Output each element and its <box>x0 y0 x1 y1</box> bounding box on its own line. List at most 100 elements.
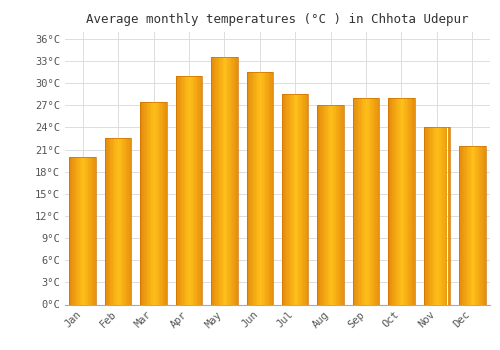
Bar <box>246 72 273 304</box>
Bar <box>146 102 147 304</box>
Bar <box>294 94 295 304</box>
Bar <box>266 72 268 304</box>
Bar <box>250 72 252 304</box>
Bar <box>445 127 446 304</box>
Bar <box>403 98 404 304</box>
Bar <box>290 94 291 304</box>
Bar <box>471 146 472 304</box>
Bar <box>366 98 368 304</box>
Bar <box>112 139 113 304</box>
Bar <box>470 146 471 304</box>
Bar <box>448 127 449 304</box>
Bar <box>74 157 76 304</box>
Bar <box>353 98 354 304</box>
Bar <box>265 72 266 304</box>
Bar <box>483 146 484 304</box>
Bar <box>334 105 336 304</box>
Bar <box>318 105 320 304</box>
Bar <box>302 94 303 304</box>
Bar <box>122 139 124 304</box>
Bar <box>428 127 429 304</box>
Bar <box>214 57 215 304</box>
Bar <box>260 72 261 304</box>
Bar <box>164 102 166 304</box>
Bar <box>180 76 181 304</box>
Bar <box>92 157 94 304</box>
Bar <box>388 98 414 304</box>
Bar <box>249 72 250 304</box>
Bar <box>82 157 84 304</box>
Bar <box>444 127 445 304</box>
Bar <box>364 98 366 304</box>
Bar <box>412 98 414 304</box>
Bar <box>394 98 395 304</box>
Bar <box>374 98 376 304</box>
Bar <box>459 146 485 304</box>
Bar <box>118 139 120 304</box>
Bar <box>288 94 290 304</box>
Bar <box>226 57 227 304</box>
Bar <box>86 157 88 304</box>
Bar <box>466 146 467 304</box>
Bar <box>264 72 265 304</box>
Bar <box>227 57 228 304</box>
Bar <box>298 94 299 304</box>
Bar <box>434 127 436 304</box>
Bar <box>464 146 466 304</box>
Bar <box>282 94 308 304</box>
Bar <box>376 98 378 304</box>
Bar <box>307 94 308 304</box>
Bar <box>144 102 146 304</box>
Bar <box>248 72 249 304</box>
Bar <box>411 98 412 304</box>
Bar <box>105 139 106 304</box>
Bar <box>212 57 214 304</box>
Bar <box>322 105 324 304</box>
Bar <box>441 127 442 304</box>
Bar <box>372 98 374 304</box>
Bar <box>200 76 201 304</box>
Bar <box>223 57 224 304</box>
Bar <box>256 72 257 304</box>
Bar <box>124 139 125 304</box>
Bar <box>176 76 177 304</box>
Bar <box>193 76 194 304</box>
Bar <box>188 76 189 304</box>
Bar <box>287 94 288 304</box>
Bar <box>140 102 167 304</box>
Bar <box>326 105 328 304</box>
Bar <box>108 139 109 304</box>
Bar <box>70 157 71 304</box>
Bar <box>184 76 185 304</box>
Bar <box>303 94 304 304</box>
Bar <box>342 105 344 304</box>
Bar <box>395 98 396 304</box>
Bar <box>84 157 86 304</box>
Bar <box>270 72 272 304</box>
Bar <box>143 102 144 304</box>
Bar <box>80 157 82 304</box>
Bar <box>109 139 110 304</box>
Bar <box>113 139 114 304</box>
Bar <box>258 72 260 304</box>
Bar <box>194 76 196 304</box>
Bar <box>318 105 344 304</box>
Bar <box>211 57 238 304</box>
Bar <box>185 76 186 304</box>
Bar <box>78 157 80 304</box>
Bar <box>478 146 479 304</box>
Bar <box>436 127 437 304</box>
Bar <box>222 57 223 304</box>
Bar <box>482 146 483 304</box>
Bar <box>442 127 444 304</box>
Bar <box>152 102 154 304</box>
Bar <box>218 57 219 304</box>
Bar <box>467 146 468 304</box>
Bar <box>234 57 235 304</box>
Bar <box>370 98 372 304</box>
Bar <box>246 72 248 304</box>
Bar <box>186 76 188 304</box>
Bar <box>463 146 464 304</box>
Bar <box>201 76 202 304</box>
Bar <box>330 105 332 304</box>
